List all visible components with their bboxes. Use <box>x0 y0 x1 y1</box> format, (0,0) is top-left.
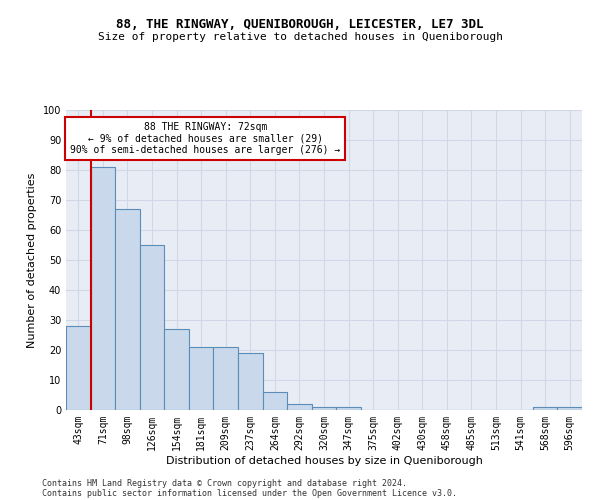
Bar <box>115 209 140 410</box>
X-axis label: Distribution of detached houses by size in Queniborough: Distribution of detached houses by size … <box>166 456 482 466</box>
Bar <box>557 407 582 410</box>
Y-axis label: Number of detached properties: Number of detached properties <box>27 172 37 348</box>
Text: Contains HM Land Registry data © Crown copyright and database right 2024.: Contains HM Land Registry data © Crown c… <box>42 478 407 488</box>
Bar <box>66 326 91 410</box>
Text: 88, THE RINGWAY, QUENIBOROUGH, LEICESTER, LE7 3DL: 88, THE RINGWAY, QUENIBOROUGH, LEICESTER… <box>116 18 484 30</box>
Text: 88 THE RINGWAY: 72sqm
← 9% of detached houses are smaller (29)
90% of semi-detac: 88 THE RINGWAY: 72sqm ← 9% of detached h… <box>70 122 340 155</box>
Bar <box>263 392 287 410</box>
Bar <box>533 407 557 410</box>
Bar <box>287 404 312 410</box>
Bar <box>312 407 336 410</box>
Bar <box>91 167 115 410</box>
Text: Contains public sector information licensed under the Open Government Licence v3: Contains public sector information licen… <box>42 488 457 498</box>
Bar <box>336 407 361 410</box>
Bar <box>238 353 263 410</box>
Text: Size of property relative to detached houses in Queniborough: Size of property relative to detached ho… <box>97 32 503 42</box>
Bar <box>140 245 164 410</box>
Bar <box>214 347 238 410</box>
Bar <box>189 347 214 410</box>
Bar <box>164 329 189 410</box>
